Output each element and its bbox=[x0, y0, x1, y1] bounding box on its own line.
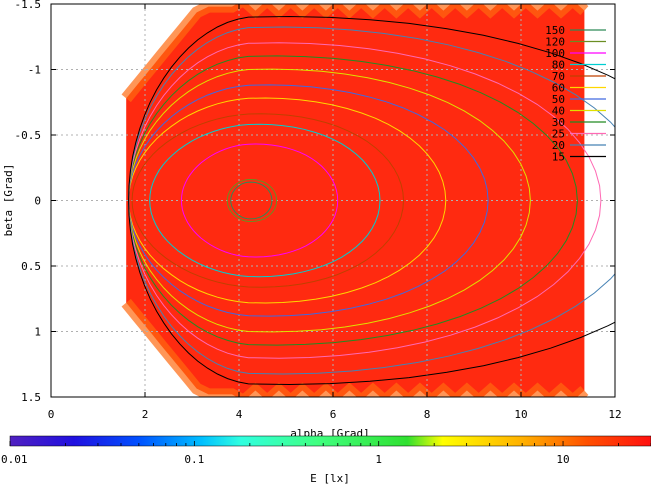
colorbar-ticks: 0.01 0.1 1 10 bbox=[1, 441, 651, 466]
y-tick-label: -1.5 bbox=[15, 0, 42, 11]
x-tick-label: 4 bbox=[236, 408, 243, 421]
contour-70 bbox=[131, 113, 405, 288]
field-edge-bottom bbox=[121, 298, 589, 397]
contour-100 bbox=[180, 143, 339, 258]
contour-lines bbox=[128, 15, 615, 386]
x-tick-label: 8 bbox=[424, 408, 431, 421]
y-tick-label: 0.5 bbox=[21, 260, 41, 273]
y-tick-label: 1.5 bbox=[21, 391, 41, 404]
legend-label-120: 120 bbox=[545, 36, 565, 49]
legend-label-70: 70 bbox=[552, 70, 565, 83]
y-axis-label: beta [Grad] bbox=[2, 164, 15, 237]
x-tick-label: 6 bbox=[330, 408, 337, 421]
contour-15 bbox=[128, 15, 615, 386]
x-axis-ticks: 0 2 4 6 8 10 12 bbox=[48, 4, 622, 421]
contour-120 bbox=[226, 179, 278, 222]
colorbar-label: E [lx] bbox=[310, 472, 350, 485]
legend-label-20: 20 bbox=[552, 139, 565, 152]
legend-label-80: 80 bbox=[552, 59, 565, 72]
legend-label-150: 150 bbox=[545, 24, 565, 37]
field-edge-top bbox=[121, 4, 589, 103]
illuminance-field bbox=[121, 4, 589, 397]
x-tick-label: 2 bbox=[142, 408, 149, 421]
colorbar-tick-label: 10 bbox=[556, 453, 569, 466]
contour-150 bbox=[230, 181, 273, 220]
x-tick-label: 10 bbox=[514, 408, 527, 421]
y-tick-label: 0 bbox=[34, 195, 41, 208]
colorbar-tick-label: 0.1 bbox=[184, 453, 204, 466]
contour-80 bbox=[149, 123, 381, 278]
x-tick-label: 12 bbox=[608, 408, 621, 421]
colorbar-tick-label: 1 bbox=[375, 453, 382, 466]
legend-label-30: 30 bbox=[552, 116, 565, 129]
legend-label-25: 25 bbox=[552, 128, 565, 141]
x-tick-label: 0 bbox=[48, 408, 55, 421]
y-tick-label: 1 bbox=[34, 326, 41, 339]
legend-label-50: 50 bbox=[552, 93, 565, 106]
y-axis-ticks: -1.5 -1 -0.5 0 0.5 1 1.5 bbox=[15, 0, 615, 404]
legend-label-40: 40 bbox=[552, 105, 565, 118]
y-tick-label: -0.5 bbox=[15, 129, 42, 142]
colorbar-tick-label: 0.01 bbox=[1, 453, 28, 466]
grid-lines bbox=[51, 4, 615, 397]
legend-label-100: 100 bbox=[545, 47, 565, 60]
legend-label-60: 60 bbox=[552, 82, 565, 95]
field-region bbox=[126, 4, 585, 397]
y-tick-label: -1 bbox=[28, 64, 41, 77]
legend-label-15: 15 bbox=[552, 151, 565, 164]
